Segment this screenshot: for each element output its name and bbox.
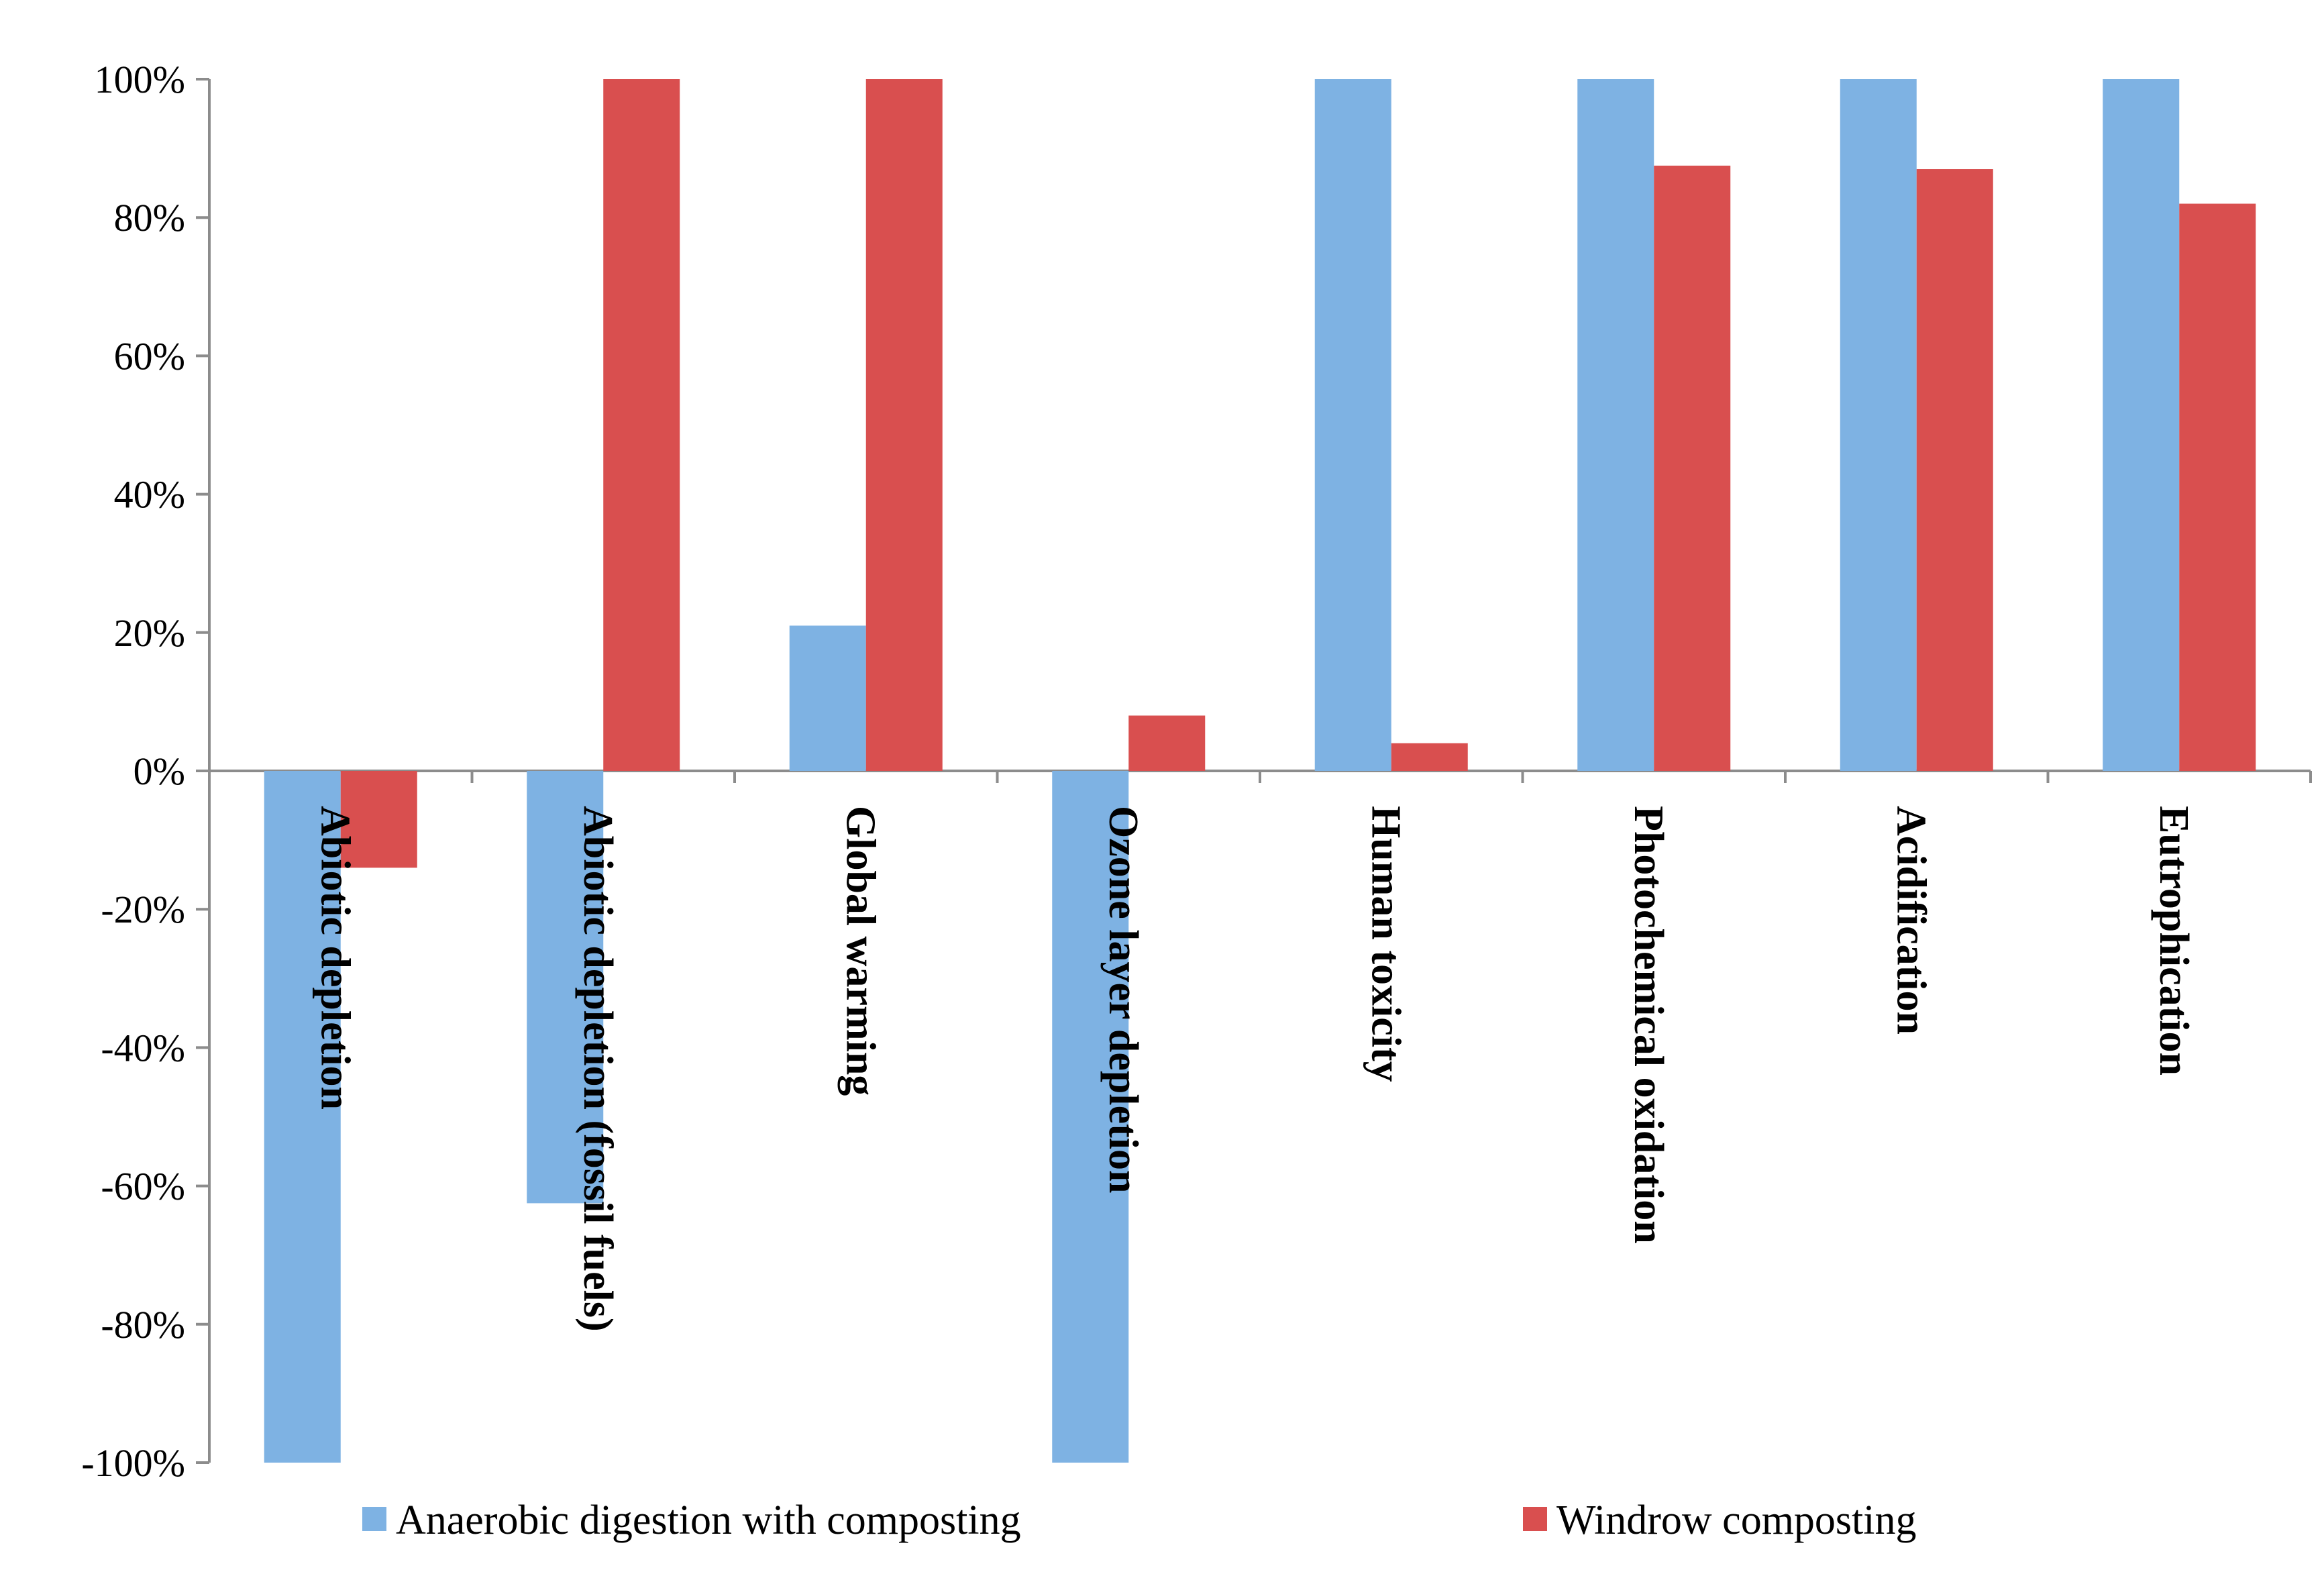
y-tick-label: 20% — [114, 611, 185, 655]
category-label: Global warming — [838, 806, 884, 1096]
bars — [264, 79, 2256, 1463]
category-label: Photochemical oxidation — [1626, 806, 1671, 1244]
y-tick-label: -60% — [101, 1165, 185, 1208]
bar-windrow — [1916, 169, 1993, 771]
y-tick-label: 0% — [134, 749, 185, 793]
bar-anaerobic — [1052, 771, 1129, 1463]
category-label: Ozone layer depletion — [1100, 806, 1146, 1193]
bar-windrow — [1128, 715, 1206, 771]
y-tick-label: 60% — [114, 334, 185, 378]
y-tick-label: 40% — [114, 473, 185, 517]
legend-swatch-windrow — [1523, 1507, 1547, 1531]
category-label: Eutrophication — [2151, 806, 2197, 1075]
bar-windrow — [865, 79, 943, 771]
category-label: Abiotic depletion (fossil fuels) — [575, 806, 621, 1332]
bar-anaerobic — [1577, 79, 1654, 771]
bar-windrow — [340, 771, 417, 868]
y-tick-label: 100% — [95, 58, 185, 101]
y-tick-label: 80% — [114, 196, 185, 240]
y-tick-label: -100% — [81, 1441, 185, 1485]
bar-anaerobic — [789, 625, 866, 771]
y-ticks: 100% 80% 60% 40% 20% 0% -20% -40% -60% -80% -100% — [81, 58, 209, 1485]
bar-anaerobic — [264, 771, 341, 1463]
category-labels: Abiotic depletion Abiotic depletion (foss… — [313, 806, 2197, 1332]
category-label: Acidification — [1889, 806, 1934, 1035]
y-tick-label: -80% — [101, 1303, 185, 1347]
bar-windrow — [2179, 203, 2256, 772]
x-category-ticks — [470, 771, 2312, 783]
category-label: Human toxicity — [1363, 806, 1409, 1082]
legend-swatch-anaerobic — [362, 1507, 386, 1531]
bar-anaerobic — [1314, 79, 1391, 771]
bar-anaerobic — [527, 771, 604, 1204]
y-tick-label: -20% — [101, 888, 185, 931]
bar-windrow — [1391, 743, 1468, 771]
legend-label-windrow: Windrow composting — [1556, 1498, 1917, 1543]
bar-anaerobic — [1840, 79, 1917, 771]
bar-windrow — [603, 79, 680, 771]
category-label: Abiotic depletion — [313, 806, 358, 1110]
bar-windrow — [1654, 165, 1731, 771]
legend: Anaerobic digestion with composting Wind… — [362, 1498, 1917, 1543]
bar-anaerobic — [2103, 79, 2180, 771]
legend-label-anaerobic: Anaerobic digestion with composting — [396, 1498, 1021, 1543]
y-tick-label: -40% — [101, 1026, 185, 1069]
